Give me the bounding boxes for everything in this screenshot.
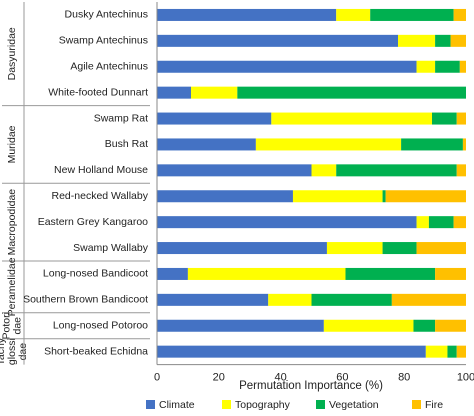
category-label: Long-nosed Potoroo — [53, 320, 148, 332]
bar-topography — [292, 190, 383, 203]
bar-climate — [157, 34, 399, 47]
legend-label: Fire — [425, 399, 443, 411]
bar-fire — [462, 138, 466, 151]
bar-vegetation — [432, 112, 457, 125]
group-label: Potori — [0, 312, 12, 339]
bar-topography — [311, 164, 337, 177]
category-label: Long-nosed Bandicoot — [43, 268, 148, 280]
category-label: Swamp Antechinus — [59, 35, 148, 47]
bar-topography — [398, 34, 436, 47]
bar-topography — [323, 319, 414, 332]
bar-fire — [435, 267, 466, 280]
x-axis-title: Permutation Importance (%) — [239, 380, 383, 392]
bar-vegetation — [336, 164, 457, 177]
bar-vegetation — [413, 319, 436, 332]
category-label: White-footed Dunnart — [48, 86, 148, 98]
bar-climate — [157, 242, 327, 255]
legend-label: Topography — [235, 399, 291, 411]
bar-topography — [416, 216, 429, 229]
category-label: Bush Rat — [105, 138, 148, 150]
bar-climate — [157, 60, 417, 73]
category-label: Red-necked Wallaby — [52, 190, 149, 202]
bar-vegetation — [345, 267, 436, 280]
bar-topography — [268, 293, 312, 306]
bar-vegetation — [401, 138, 463, 151]
bar-fire — [435, 319, 466, 332]
bar-topography — [255, 138, 402, 151]
bar-topography — [326, 242, 383, 255]
bar-topography — [187, 267, 346, 280]
category-label: Southern Brown Bandicoot — [23, 294, 148, 306]
bar-vegetation — [382, 242, 417, 255]
x-tick-label: 80 — [398, 372, 410, 384]
group-label: Muridae — [6, 125, 18, 163]
bar-fire — [456, 112, 466, 125]
bar-vegetation — [237, 86, 466, 99]
legend-swatch — [222, 400, 231, 409]
legend-label: Climate — [159, 399, 195, 411]
bar-climate — [157, 345, 426, 358]
bar-fire — [453, 216, 466, 229]
bar-vegetation — [428, 216, 454, 229]
bar-fire — [391, 293, 466, 306]
bar-vegetation — [382, 190, 386, 203]
legend-swatch — [316, 400, 325, 409]
x-tick-label: 40 — [274, 372, 286, 384]
bar-climate — [157, 8, 337, 21]
category-label: Swamp Wallaby — [73, 242, 149, 254]
category-label: Short-beaked Echidna — [44, 345, 148, 357]
bar-fire — [459, 60, 466, 73]
bar-topography — [336, 8, 371, 21]
category-label: Dusky Antechinus — [65, 9, 148, 21]
group-label: Tachy — [0, 337, 7, 365]
bar-climate — [157, 138, 256, 151]
bar-climate — [157, 319, 324, 332]
bar-climate — [157, 190, 293, 203]
bar-fire — [456, 164, 466, 177]
group-label: glossi — [6, 338, 18, 365]
bar-fire — [416, 242, 466, 255]
bar-topography — [271, 112, 433, 125]
x-tick-label: 0 — [154, 372, 160, 384]
bar-vegetation — [435, 60, 460, 73]
group-label: Dasyuridae — [6, 27, 18, 80]
bar-climate — [157, 216, 417, 229]
bar-fire — [385, 190, 466, 203]
bar-climate — [157, 112, 272, 125]
group-label: dae — [17, 343, 29, 361]
legend-label: Vegetation — [329, 399, 379, 411]
category-label: Agile Antechinus — [70, 61, 148, 73]
bar-climate — [157, 86, 191, 99]
category-label: Eastern Grey Kangaroo — [38, 216, 148, 228]
bar-climate — [157, 293, 269, 306]
group-label: Macropodidae — [6, 189, 18, 256]
bar-vegetation — [370, 8, 454, 21]
legend-swatch — [146, 400, 155, 409]
bar-vegetation — [435, 34, 451, 47]
legend-swatch — [412, 400, 421, 409]
x-tick-label: 60 — [336, 372, 348, 384]
bar-climate — [157, 164, 312, 177]
bar-fire — [450, 34, 466, 47]
bar-topography — [190, 86, 238, 99]
bar-vegetation — [447, 345, 457, 358]
bar-vegetation — [311, 293, 392, 306]
bar-topography — [425, 345, 448, 358]
group-label: dae — [11, 317, 23, 335]
x-tick-label: 100 — [457, 372, 474, 384]
bar-topography — [416, 60, 436, 73]
x-tick-label: 20 — [213, 372, 225, 384]
category-label: New Holland Mouse — [54, 164, 148, 176]
category-label: Swamp Rat — [94, 112, 148, 124]
bar-climate — [157, 267, 188, 280]
group-label: Peramelidae — [6, 257, 18, 316]
bar-fire — [456, 345, 466, 358]
bar-fire — [453, 8, 466, 21]
